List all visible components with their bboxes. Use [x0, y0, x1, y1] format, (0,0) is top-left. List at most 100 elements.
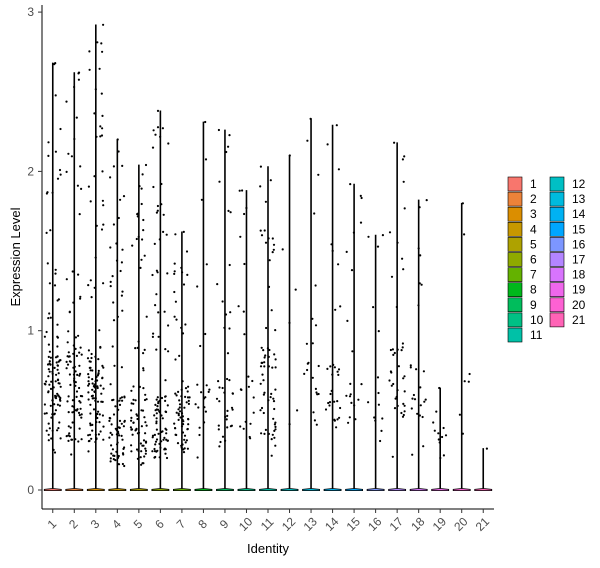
data-point: [115, 242, 118, 245]
data-point: [117, 216, 120, 220]
data-point: [72, 344, 75, 347]
data-point: [119, 397, 122, 400]
data-point: [270, 309, 273, 312]
data-point: [185, 401, 188, 404]
data-point: [442, 426, 445, 430]
data-point: [186, 447, 189, 450]
violin-2: [65, 72, 84, 491]
data-point: [467, 380, 470, 383]
data-point: [122, 453, 125, 456]
data-point: [461, 432, 464, 435]
data-point: [231, 392, 234, 395]
data-point: [117, 454, 120, 458]
data-point: [242, 427, 245, 430]
data-point: [94, 414, 98, 418]
data-point: [397, 365, 400, 368]
data-point: [273, 436, 276, 439]
data-point: [94, 399, 97, 402]
data-point: [350, 401, 353, 404]
data-point: [419, 386, 422, 389]
data-point: [45, 231, 48, 234]
data-point: [134, 347, 137, 350]
data-point: [98, 67, 101, 70]
data-point: [79, 372, 82, 375]
data-point: [136, 212, 139, 215]
data-point: [80, 416, 83, 419]
data-point: [151, 335, 154, 338]
data-point: [112, 319, 116, 322]
data-point: [329, 392, 332, 396]
data-point: [132, 398, 135, 401]
data-point: [130, 389, 133, 392]
data-point: [314, 284, 317, 287]
data-point: [164, 427, 167, 430]
data-point: [173, 270, 176, 273]
data-point: [348, 395, 352, 398]
data-point: [174, 300, 177, 303]
data-point: [259, 409, 262, 412]
data-point: [76, 184, 79, 187]
data-point: [117, 150, 120, 153]
data-point: [48, 427, 51, 430]
data-point: [95, 421, 98, 424]
data-point: [418, 414, 421, 417]
data-point: [162, 213, 165, 216]
data-point: [98, 329, 101, 332]
data-point: [180, 412, 184, 415]
data-point: [334, 308, 337, 311]
data-point: [259, 382, 262, 385]
data-point: [288, 321, 291, 324]
data-point: [305, 342, 308, 345]
data-point: [136, 215, 139, 218]
data-point: [294, 288, 297, 291]
data-point: [139, 442, 142, 445]
data-point: [413, 398, 417, 401]
x-tick-label: 4: [109, 517, 124, 532]
data-point: [415, 368, 418, 371]
data-point: [110, 444, 113, 447]
data-point: [47, 368, 50, 371]
legend-swatch-1: [507, 176, 523, 192]
data-point: [174, 427, 177, 430]
data-point: [204, 120, 207, 124]
data-point: [186, 390, 189, 393]
legend-label-16: 16: [572, 237, 586, 251]
data-point: [379, 439, 382, 443]
data-point: [345, 394, 348, 397]
data-point: [87, 373, 90, 376]
data-point: [311, 317, 314, 320]
data-point: [252, 411, 255, 414]
data-point: [94, 88, 97, 91]
data-point: [396, 389, 399, 392]
data-point: [100, 228, 104, 231]
data-point: [337, 263, 340, 266]
data-point: [270, 392, 273, 395]
data-point: [173, 422, 176, 425]
legend-label-4: 4: [530, 222, 537, 236]
data-point: [396, 241, 399, 244]
legend-swatch-14: [549, 206, 565, 222]
x-tick-label: 13: [301, 514, 321, 534]
data-point: [54, 409, 58, 412]
data-point: [142, 369, 145, 372]
data-point: [88, 68, 91, 71]
data-point: [151, 450, 154, 453]
data-point: [151, 146, 155, 149]
data-point: [72, 405, 75, 408]
data-point: [263, 356, 266, 359]
data-point: [48, 383, 51, 386]
data-point: [109, 431, 112, 434]
data-point: [101, 199, 104, 202]
legend-label-12: 12: [572, 177, 586, 191]
data-point: [229, 311, 232, 314]
data-point: [393, 351, 396, 355]
data-point: [442, 454, 445, 457]
data-point: [367, 401, 370, 404]
x-axis-title: Identity: [247, 541, 289, 556]
data-point: [468, 372, 471, 376]
data-point: [116, 462, 119, 466]
data-point: [101, 170, 104, 173]
data-point: [330, 389, 333, 392]
data-point: [223, 326, 226, 329]
data-point: [75, 354, 78, 357]
